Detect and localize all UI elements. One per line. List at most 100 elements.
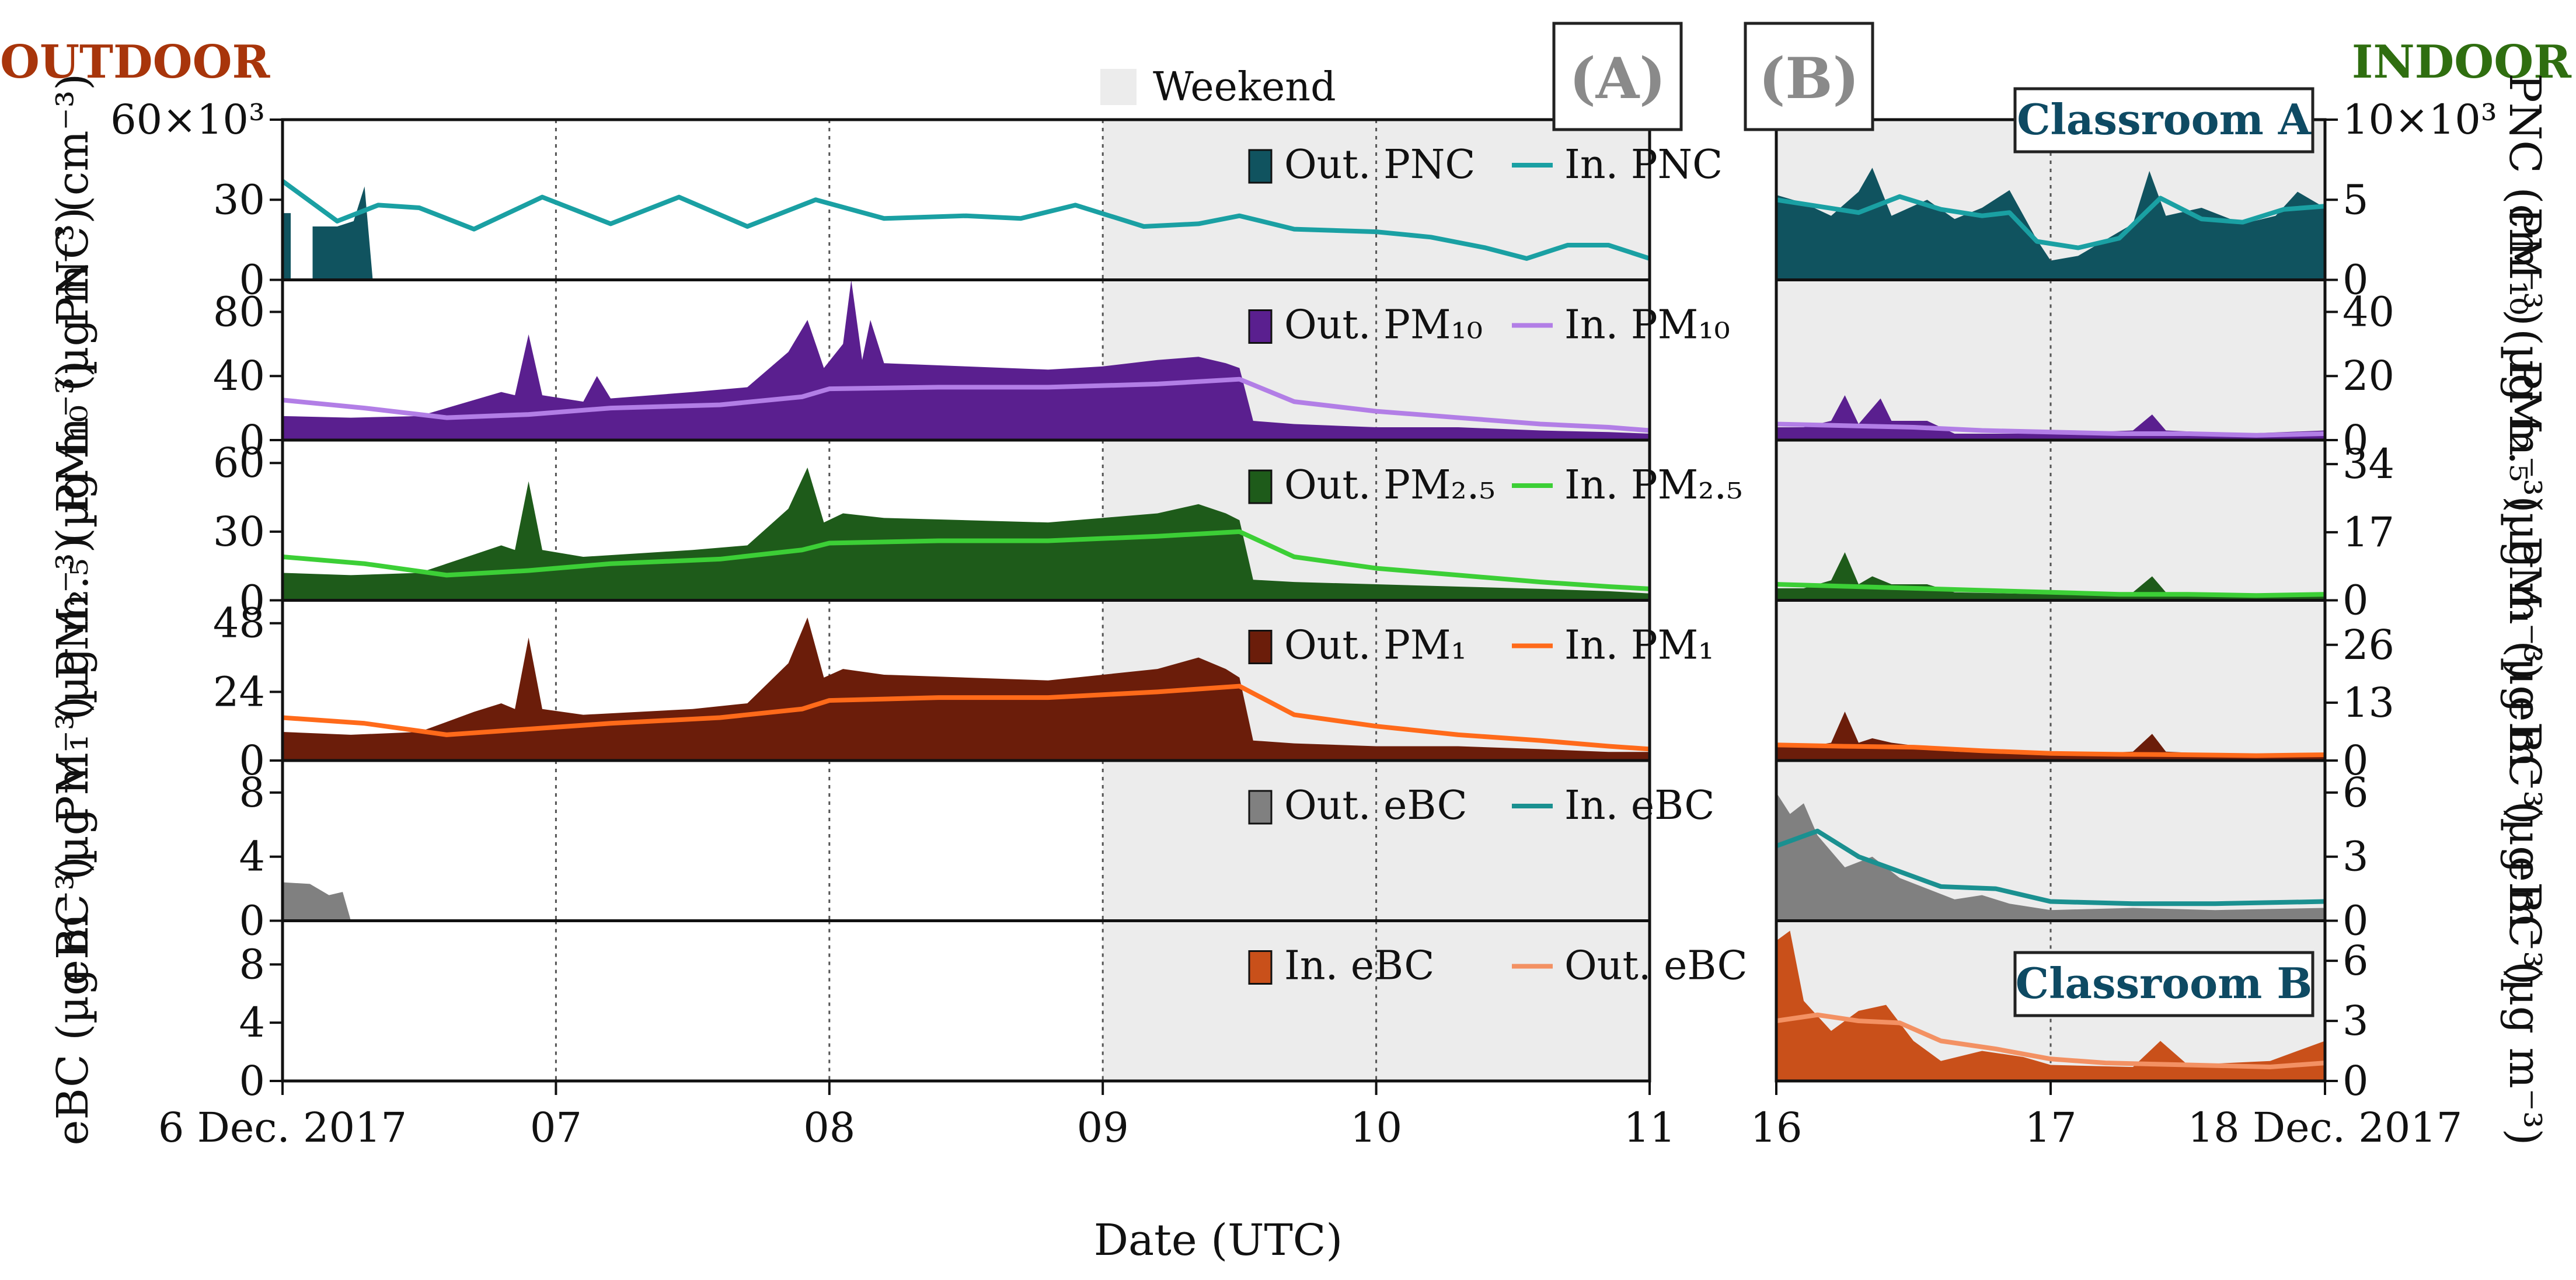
pm25-left-line-series [282,529,1650,591]
pm25-right-y-tick-label: 34 [2343,440,2394,488]
pm1-right-y-tick-label: 0 [2343,737,2369,784]
pm10-left-line-series [282,376,1650,433]
classroom-b-box [2013,951,2314,1017]
pnc-left-y-tick-label: 0 [239,256,265,304]
pnc-right-y-title: PNC (cm⁻³) [2500,74,2550,326]
pm1-legend-fill-swatch [1248,630,1273,664]
ebc-a-legend-line-label: In. eBC [1564,783,1714,829]
pm1-left-y-title: PM₁ (µg m⁻³) [48,536,98,825]
ebc-b-right-y-tick-label: 3 [2343,997,2369,1045]
weekend-legend-label: Weekend [1153,64,1336,110]
ebc-a-right-y-tick-label: 0 [2343,897,2369,945]
right-x-tick-label: 18 Dec. 2017 [2188,1104,2463,1152]
classroom-a-box [2013,87,2314,154]
pnc-legend-line-label: In. PNC [1564,142,1723,188]
pm10-right-y-tick-label: 0 [2343,416,2369,464]
weekend-legend-swatch [1100,69,1137,105]
indoor-label: INDOOR [2352,36,2572,89]
ebc-a-right-fill-series [1776,792,2325,921]
left-x-tick-label: 09 [1077,1104,1129,1152]
pm25-right-weekend-shade [1776,440,2325,601]
ebc-b-right-line-series [1776,1012,2326,1069]
left-x-tick-label: 10 [1350,1104,1402,1152]
pm1-left-y-tick-label: 0 [239,737,265,784]
pm10-legend-fill-swatch [1248,309,1273,344]
ebc-a-legend-fill-swatch [1248,790,1273,825]
ebc-b-legend-line-label: Out. eBC [1564,943,1748,989]
pm25-legend-line-label: In. PM₂.₅ [1564,462,1742,508]
ebc-b-right-y-title: eBC (µg m⁻³) [2500,856,2550,1145]
ebc-a-right-line-series [1775,828,2326,906]
pnc-right-y-tick-label: 5 [2343,176,2369,224]
panel-b-box [1744,22,1874,131]
ebc-b-left-y-tick-label: 8 [239,940,265,988]
pm25-right-y-tick-label: 0 [2343,577,2369,625]
ebc-b-right-fill-series [1776,930,2325,1081]
ebc-a-left-y-title: eBC (µg m⁻³) [48,696,98,985]
pm25-left-fill-series [283,468,1650,601]
pm10-left-y-title: PM₁₀ (µg m⁻³) [48,207,98,513]
ebc-b-legend-fill-swatch [1248,950,1273,985]
pm25-left-y-tick-label: 60 [213,439,265,487]
ebc-b-left-y-tick-label: 4 [239,999,265,1047]
ebc-a-left-y-tick-label: 4 [239,833,265,881]
pm25-left-y-title: PM₂.₅ (µg m⁻³) [48,360,98,680]
pm1-right-y-tick-label: 26 [2343,621,2394,669]
ebc-a-left-y-tick-label: 8 [239,769,265,817]
pm10-right-y-tick-label: 40 [2343,288,2394,336]
pnc-legend-fill-label: Out. PNC [1284,142,1475,188]
pnc-left-fill-series [283,186,373,280]
panel-b-label: (B) [1759,46,1859,111]
pm25-legend-fill-swatch [1248,469,1273,504]
pm1-right-line-series [1776,742,2326,758]
pm10-right-line-series [1776,421,2326,438]
right-x-tick-label: 17 [2024,1104,2076,1152]
pm10-left-fill-series [283,280,1650,440]
pnc-legend-fill-swatch [1248,149,1273,184]
ebc-b-left-y-tick-label: 0 [239,1057,265,1105]
pm10-right-y-title: PM₁₀ (µg m⁻³) [2500,207,2550,513]
pm25-left-y-tick-label: 30 [213,508,265,556]
ebc-a-left-y-tick-label: 0 [239,897,265,945]
pnc-right-fill-series [1776,168,2325,280]
pm1-right-y-title: PM₁ (µg m⁻³) [2500,536,2550,825]
ebc-a-right-y-tick-label: 3 [2343,833,2369,881]
ebc-b-legend-fill-label: In. eBC [1284,943,1434,989]
pm1-legend-fill-label: Out. PM₁ [1284,623,1467,669]
pm10-left-y-tick-label: 80 [213,288,265,336]
pnc-right-line-series [1776,194,2326,250]
pm1-right-weekend-shade [1776,600,2325,761]
ebc-b-right-y-tick-label: 0 [2343,1057,2369,1105]
pm10-legend-fill-label: Out. PM₁₀ [1284,302,1483,348]
pm25-legend-fill-label: Out. PM₂.₅ [1284,462,1496,508]
pm25-right-line-series [1776,582,2326,598]
ebc-a-legend-fill-label: Out. eBC [1284,783,1467,829]
pm1-left-y-tick-label: 24 [213,668,265,716]
pm10-left-y-tick-label: 40 [213,352,265,400]
left-x-tick-label: 08 [803,1104,855,1152]
classroom-a-label: Classroom A [2017,95,2312,144]
pm25-right-y-title: PM₂.₅ (µg m⁻³) [2500,360,2550,680]
left-x-tick-label: 6 Dec. 2017 [158,1104,407,1152]
pm10-right-weekend-shade [1776,280,2325,440]
panel-a-box [1552,22,1683,131]
left-x-tick-label: 07 [530,1104,582,1152]
ebc-b-right-y-tick-label: 6 [2343,937,2369,985]
pm1-right-y-tick-label: 13 [2343,679,2394,727]
ebc-a-left-fill-series [283,882,351,921]
x-axis-title: Date (UTC) [1094,1215,1343,1265]
pnc-left-y-tick-label: 30 [213,176,265,224]
pnc-right-y-tick-label: 0 [2343,256,2369,304]
pm10-right-y-tick-label: 20 [2343,352,2394,400]
pnc-left-y-tick-label: 60×10³ [110,96,265,144]
pm10-legend-line-label: In. PM₁₀ [1564,302,1730,348]
right-x-tick-label: 16 [1750,1104,1802,1152]
pnc-left-y-title: PNC (cm⁻³) [48,74,98,326]
pm1-legend-line-label: In. PM₁ [1564,623,1714,669]
pm10-left-y-tick-label: 0 [239,416,265,464]
pnc-left-line-series [281,179,1651,261]
ebc-b-left-y-title: eBC (µg m⁻³) [48,856,98,1145]
ebc-a-right-y-tick-label: 6 [2343,769,2369,817]
